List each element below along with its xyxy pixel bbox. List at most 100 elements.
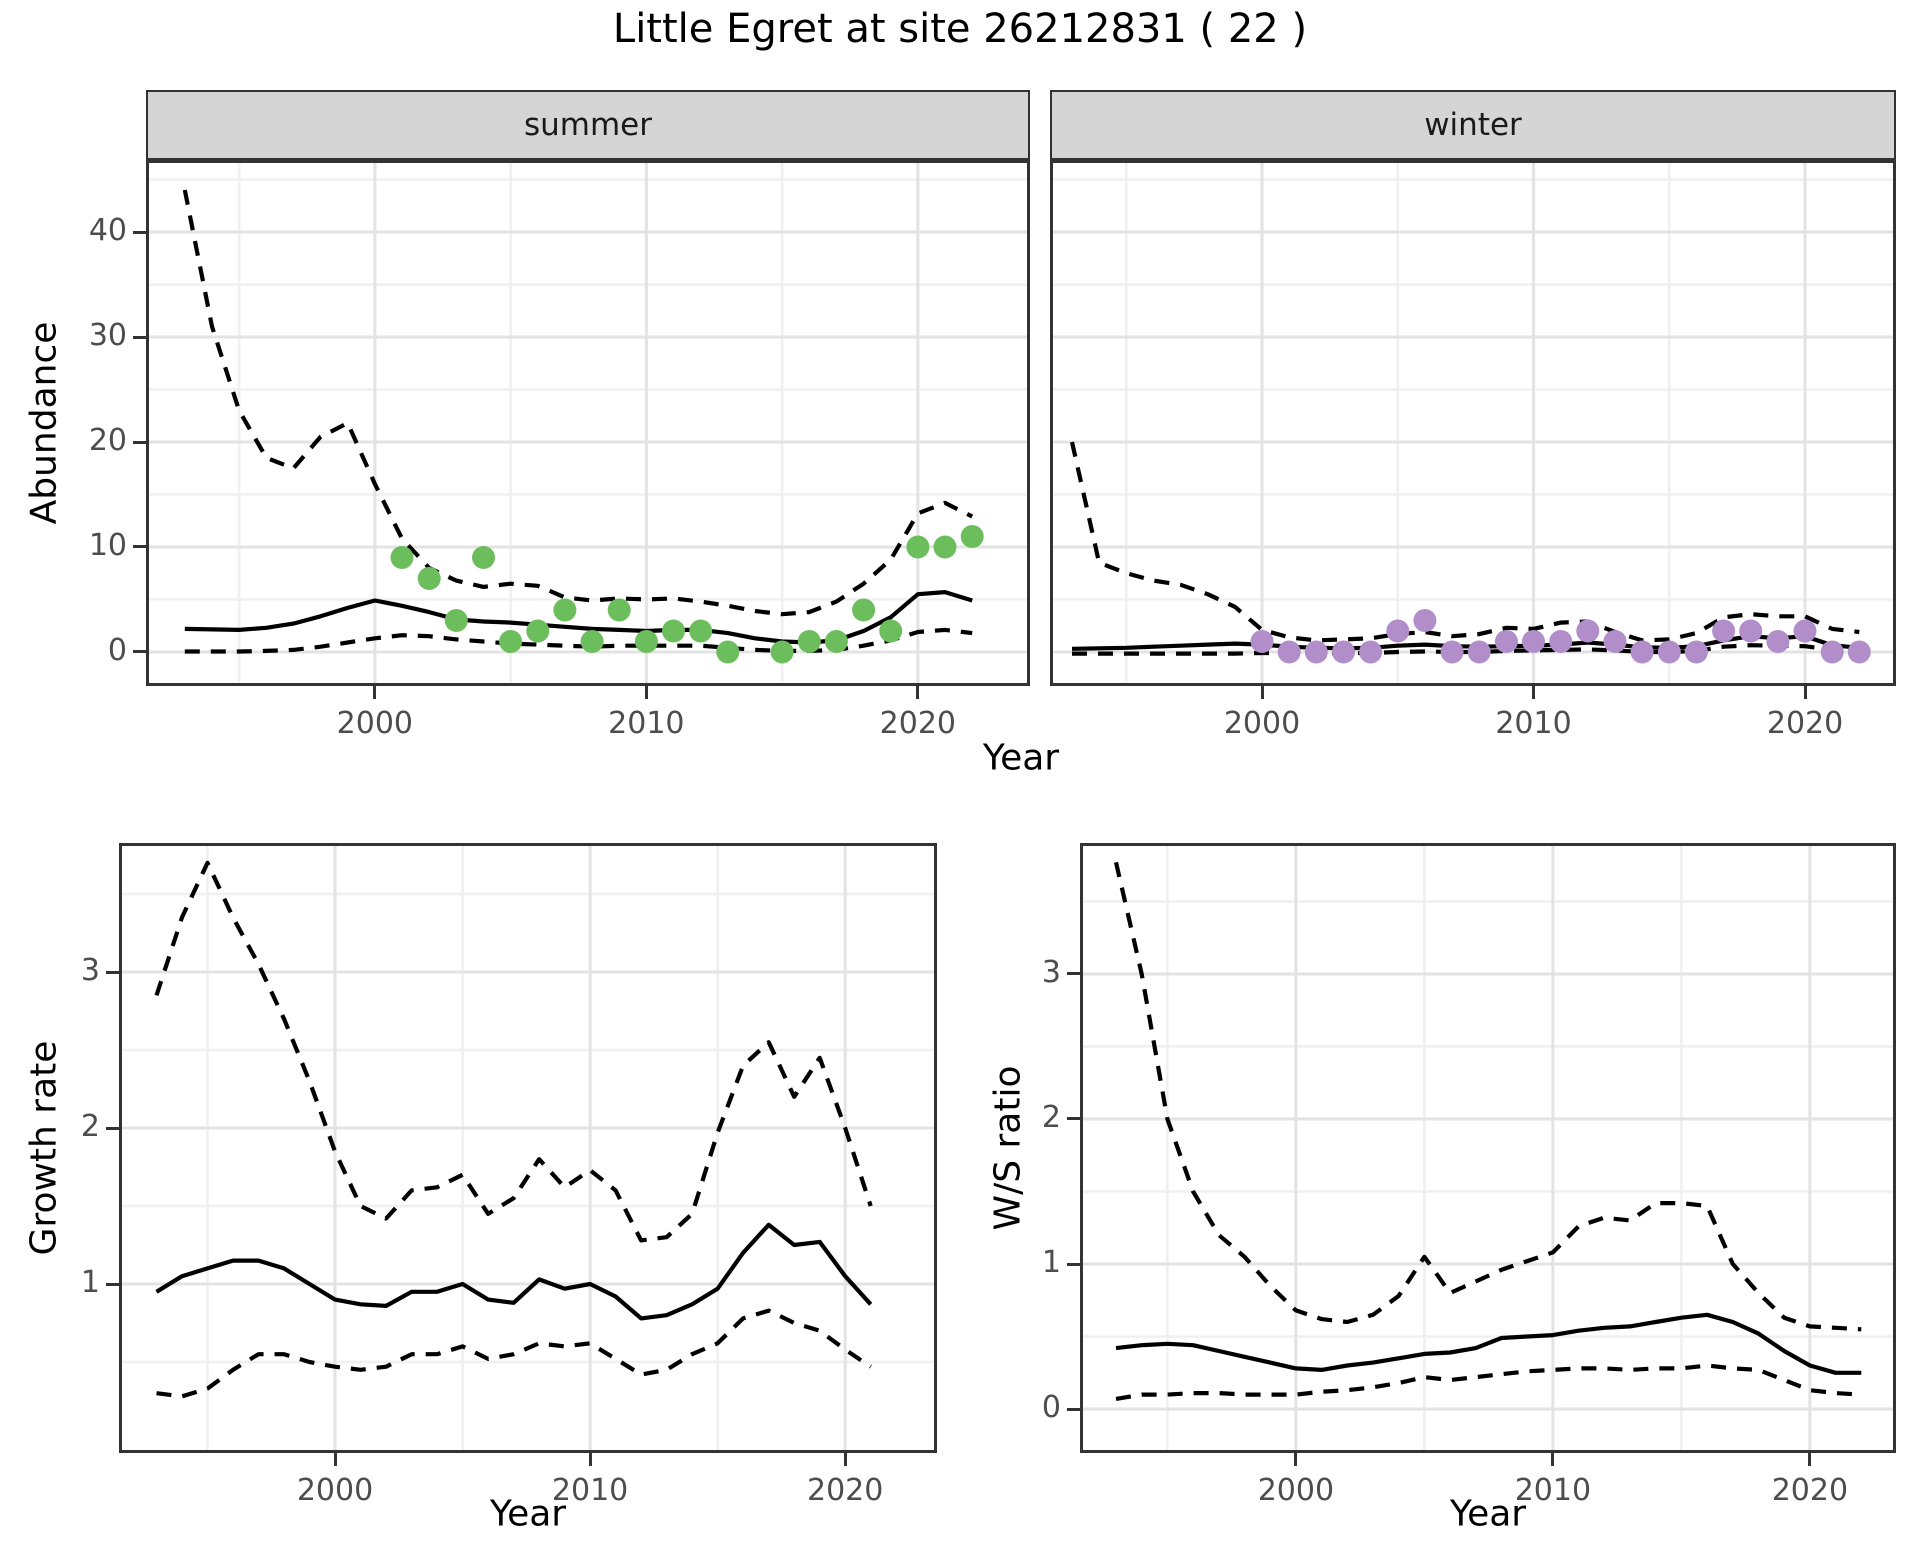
x-tick-mark — [1532, 686, 1536, 699]
y-tick-mark — [106, 1126, 119, 1130]
abundance-winter-data-point — [1820, 640, 1844, 664]
abundance-summer-data-point — [933, 535, 957, 559]
abundance-winter-data-point — [1793, 619, 1817, 643]
x-tick-label: 2010 — [1495, 706, 1572, 741]
abundance-winter-data-point — [1657, 640, 1681, 664]
abundance-summer-data-point — [444, 609, 468, 632]
x-tick-label: 2000 — [296, 1473, 374, 1508]
y-tick-label: 3 — [80, 953, 100, 989]
chart-title: Little Egret at site 26212831 ( 22 ) — [612, 6, 1308, 52]
x-tick-mark — [1803, 686, 1807, 699]
y-tick-mark — [106, 970, 119, 974]
x-tick-label: 2000 — [1257, 1473, 1335, 1508]
growth-rate-ci-line — [154, 860, 873, 1243]
y-tick-mark — [1067, 972, 1080, 976]
y-tick-label: 2 — [1041, 1099, 1061, 1135]
y-axis-title-growth-rate: Growth rate — [23, 1040, 65, 1256]
y-tick-mark — [133, 440, 146, 444]
x-tick-label: 2000 — [1223, 706, 1301, 741]
y-tick-mark — [106, 1282, 119, 1286]
panel-abundance-summer — [146, 160, 1030, 686]
abundance-winter-ci-line — [1072, 643, 1860, 656]
abundance-winter-data-point — [1766, 630, 1790, 653]
abundance-summer-data-point — [634, 630, 658, 653]
x-tick-mark — [1808, 1453, 1812, 1466]
x-tick-mark — [1551, 1453, 1555, 1466]
x-tick-mark — [1260, 686, 1264, 699]
x-axis-title-year-bottom-left: Year — [489, 1493, 567, 1535]
abundance-winter-data-point — [1576, 619, 1600, 643]
abundance-summer-data-point — [960, 525, 984, 548]
abundance-winter-data-point — [1739, 619, 1763, 643]
abundance-summer-data-point — [580, 630, 604, 653]
x-tick-mark — [373, 686, 377, 699]
facet-strip-summer: summer — [146, 90, 1030, 160]
abundance-summer-data-point — [824, 630, 848, 653]
y-tick-mark — [133, 650, 146, 654]
ws-ratio-median-line — [1115, 1312, 1862, 1375]
x-tick-label: 2010 — [608, 706, 685, 741]
y-tick-label: 10 — [88, 527, 127, 563]
y-tick-label: 3 — [1041, 954, 1061, 990]
x-tick-mark — [588, 1453, 592, 1466]
x-tick-mark — [843, 1453, 847, 1466]
facet-strip-winter: winter — [1050, 90, 1896, 160]
abundance-winter-data-point — [1250, 630, 1274, 653]
abundance-winter-data-point — [1359, 640, 1383, 664]
y-tick-mark — [1067, 1117, 1080, 1121]
abundance-winter-data-point — [1549, 630, 1573, 653]
abundance-summer-data-point — [499, 630, 523, 653]
y-tick-label: 1 — [1041, 1245, 1061, 1281]
abundance-summer-data-point — [770, 640, 794, 664]
x-tick-mark — [916, 686, 920, 699]
y-tick-label: 30 — [88, 318, 127, 353]
abundance-summer-data-point — [607, 598, 631, 622]
y-tick-mark — [133, 545, 146, 549]
abundance-summer-data-point — [879, 619, 903, 643]
abundance-winter-data-point — [1304, 640, 1328, 664]
y-tick-label: 2 — [80, 1109, 100, 1145]
abundance-winter-data-point — [1630, 640, 1654, 664]
abundance-summer-ci-line — [182, 189, 974, 617]
x-tick-label: 2020 — [879, 706, 957, 741]
y-tick-mark — [1067, 1407, 1080, 1411]
x-tick-label: 2010 — [1514, 1473, 1592, 1508]
y-tick-label: 1 — [80, 1265, 100, 1301]
abundance-summer-data-point — [906, 535, 930, 559]
x-tick-mark — [333, 1453, 337, 1466]
abundance-winter-data-point — [1712, 619, 1736, 643]
y-axis-title-ws-ratio: W/S ratio — [987, 1065, 1029, 1231]
facet-strip-label: summer — [523, 107, 652, 143]
abundance-winter-data-point — [1684, 640, 1708, 664]
x-tick-label: 2020 — [806, 1473, 884, 1508]
ws-ratio-ci-line — [1113, 861, 1862, 1332]
abundance-winter-data-point — [1494, 630, 1518, 653]
abundance-winter-ci-line — [1069, 441, 1860, 643]
y-tick-mark — [133, 230, 146, 234]
y-tick-label: 20 — [88, 423, 127, 458]
x-tick-label: 2020 — [1766, 706, 1844, 741]
abundance-winter-data-point — [1603, 630, 1627, 653]
abundance-summer-data-point — [662, 619, 685, 643]
abundance-winter-data-point — [1413, 609, 1437, 632]
abundance-summer-data-point — [689, 619, 713, 643]
x-tick-mark — [1294, 1453, 1298, 1466]
y-tick-label: 0 — [107, 632, 127, 668]
abundance-winter-data-point — [1332, 640, 1355, 664]
abundance-summer-data-point — [472, 546, 495, 569]
x-axis-title-year-top: Year — [982, 737, 1060, 779]
abundance-winter-data-point — [1847, 640, 1871, 664]
abundance-summer-data-point — [716, 640, 740, 664]
x-tick-label: 2010 — [551, 1473, 629, 1508]
x-tick-label: 2020 — [1771, 1473, 1849, 1508]
y-tick-mark — [133, 335, 146, 339]
y-tick-label: 40 — [88, 213, 127, 249]
x-tick-label: 2000 — [336, 706, 414, 741]
y-tick-label: 0 — [1041, 1390, 1061, 1426]
y-tick-mark — [1067, 1262, 1080, 1266]
abundance-winter-data-point — [1440, 640, 1464, 664]
growth-rate-median-line — [155, 1222, 873, 1321]
x-axis-title-year-bottom-right: Year — [1449, 1493, 1527, 1535]
abundance-winter-data-point — [1277, 640, 1301, 664]
